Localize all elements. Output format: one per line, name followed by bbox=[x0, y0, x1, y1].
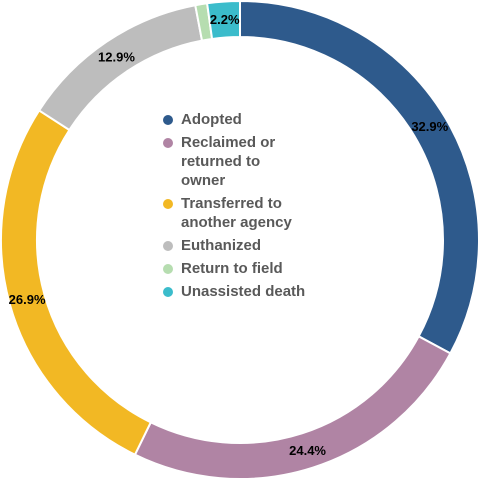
data-label-unassisted-death: 2.2% bbox=[210, 12, 240, 27]
legend-dot-icon bbox=[163, 115, 173, 125]
legend-item-reclaimed-or-returned-to-owner: Reclaimed or returned to owner bbox=[163, 133, 363, 190]
legend-dot-icon bbox=[163, 287, 173, 297]
legend-label: Unassisted death bbox=[181, 283, 306, 300]
slice-transferred-to-another-agency bbox=[0, 109, 153, 457]
legend-dot-icon bbox=[163, 199, 173, 209]
legend-item-unassisted-death: Unassisted death bbox=[163, 282, 363, 301]
data-label-euthanized: 12.9% bbox=[98, 49, 135, 64]
data-label-reclaimed-or-returned-to-owner: 24.4% bbox=[289, 443, 326, 458]
legend-label: Euthanized bbox=[181, 237, 262, 254]
legend-dot-icon bbox=[163, 138, 173, 148]
legend-label: Transferred to another agency bbox=[181, 195, 292, 231]
legend-label: Adopted bbox=[181, 111, 242, 128]
legend-dot-icon bbox=[163, 241, 173, 251]
slice-unassisted-death bbox=[205, 0, 241, 41]
chart-legend: Adopted Reclaimed or returned to owner Trans… bbox=[163, 110, 363, 305]
legend-dot-icon bbox=[163, 264, 173, 274]
legend-item-transferred-to-another-agency: Transferred to another agency bbox=[163, 194, 363, 232]
legend-label: Reclaimed or returned to owner bbox=[181, 134, 276, 189]
legend-item-adopted: Adopted bbox=[163, 110, 363, 129]
data-label-adopted: 32.9% bbox=[411, 119, 448, 134]
data-label-transferred-to-another-agency: 26.9% bbox=[9, 292, 46, 307]
legend-item-euthanized: Euthanized bbox=[163, 236, 363, 255]
legend-item-return-to-field: Return to field bbox=[163, 259, 363, 278]
legend-label: Return to field bbox=[181, 260, 283, 277]
